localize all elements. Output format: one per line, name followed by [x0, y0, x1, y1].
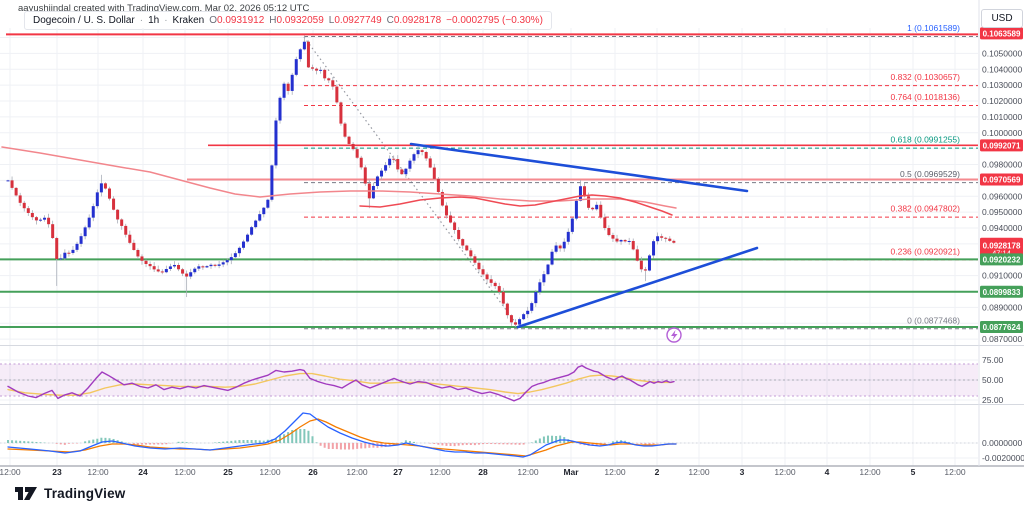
fib-label: 0.618 (0.0991255)	[891, 135, 961, 145]
currency-toggle[interactable]: USD	[981, 9, 1023, 28]
fib-label: 0.5 (0.0969529)	[900, 169, 960, 179]
time-tick-label: 12:00	[87, 467, 109, 477]
fib-label: 1 (0.1061589)	[907, 23, 960, 33]
time-tick-label: 12:00	[517, 467, 539, 477]
time-tick-label: 12:00	[0, 467, 21, 477]
time-tick-label: 23	[52, 467, 62, 477]
ohlc-open: O0.0931912	[209, 15, 265, 26]
time-tick-label: 3	[740, 467, 745, 477]
rsi-tick-label: 25.00	[982, 395, 1004, 405]
price-tick-label: 0.0950000	[982, 207, 1022, 217]
svg-text:0.0920232: 0.0920232	[983, 255, 1021, 264]
ohlc-close: C0.0928178	[386, 15, 442, 26]
time-tick-label: 28	[478, 467, 488, 477]
time-axis[interactable]: 12:00 23 12:00 24 12:00 25 12:00 26 12:00 27 12:00…	[0, 467, 966, 477]
price-tick-label: 0.1010000	[982, 112, 1022, 122]
time-tick-label: 12:00	[688, 467, 710, 477]
time-tick-label: 12:00	[429, 467, 451, 477]
price-change: −0.0002795 (−0.30%)	[446, 15, 543, 26]
price-tick-label: 0.1030000	[982, 80, 1022, 90]
tradingview-logo-text: TradingView	[44, 486, 126, 501]
price-tick-label: 0.0960000	[982, 191, 1022, 201]
price-tick-label: 0.1040000	[982, 64, 1022, 74]
symbol-legend[interactable]: Dogecoin / U. S. Dollar · 1h · Kraken O0…	[24, 11, 552, 30]
macd-pane	[0, 412, 978, 458]
time-tick-label: 12:00	[346, 467, 368, 477]
svg-text:47:14: 47:14	[992, 248, 1011, 257]
candles	[6, 35, 676, 328]
price-tick-label: 0.0870000	[982, 334, 1022, 344]
time-tick-label: 12:00	[259, 467, 281, 477]
time-tick-label: 12:00	[604, 467, 626, 477]
tradingview-logo[interactable]: TradingView	[14, 486, 125, 501]
time-tick-label: 26	[308, 467, 318, 477]
time-tick-label: 12:00	[944, 467, 966, 477]
time-tick-label: 4	[825, 467, 830, 477]
watermark-text: aayushjindal created with TradingView.co…	[18, 3, 310, 14]
price-tick-label: 0.1050000	[982, 48, 1022, 58]
rsi-pane	[0, 363, 978, 402]
fib-label: 0.832 (0.1030657)	[891, 72, 961, 82]
fib-label: 0.764 (0.1018136)	[891, 92, 961, 102]
trendlines[interactable]	[409, 142, 759, 329]
legend-separator: ·	[139, 15, 144, 26]
horizontal-lines[interactable]	[0, 33, 978, 329]
rsi-tick-label: 75.00	[982, 355, 1004, 365]
flash-icon[interactable]	[666, 327, 682, 343]
time-tick-label: 2	[655, 467, 660, 477]
rsi-tick-label: 50.00	[982, 375, 1004, 385]
price-tag: 0.0877624	[980, 321, 1023, 334]
time-tick-label: 12:00	[774, 467, 796, 477]
svg-text:0.0970569: 0.0970569	[983, 175, 1021, 184]
legend-separator: ·	[164, 15, 168, 26]
fib-label: 0 (0.0877468)	[907, 315, 960, 325]
time-tick-label: 27	[393, 467, 403, 477]
svg-text:0.0928178: 0.0928178	[983, 241, 1021, 250]
price-tick-label: 0.0890000	[982, 302, 1022, 312]
svg-text:0.1063589: 0.1063589	[983, 29, 1021, 38]
price-tag: 0.0970569	[980, 173, 1023, 186]
dotted-connector[interactable]	[303, 36, 519, 327]
ohlc-low: L0.0927749	[328, 15, 382, 26]
svg-text:0.0877624: 0.0877624	[983, 323, 1021, 332]
svg-text:0.0899833: 0.0899833	[983, 288, 1021, 297]
symbol-title: Dogecoin / U. S. Dollar	[33, 15, 135, 26]
moving-averages	[1, 146, 677, 216]
time-tick-label: 12:00	[174, 467, 196, 477]
price-tick-label: 0.0980000	[982, 160, 1022, 170]
price-tick-label: 0.1000000	[982, 128, 1022, 138]
price-tag: 0.0920232	[980, 253, 1023, 266]
time-tick-label: 25	[223, 467, 233, 477]
price-axis[interactable]: 0.1050000 0.1040000 0.1030000 0.1020000 0.10…	[982, 48, 1024, 463]
time-tick-label: 5	[911, 467, 916, 477]
price-tag: 0.0899833	[980, 285, 1023, 298]
fib-label: 0.236 (0.0920921)	[891, 246, 961, 256]
time-tick-label: Mar	[563, 467, 579, 477]
time-tick-label: 24	[138, 467, 148, 477]
svg-text:0.0992071: 0.0992071	[983, 141, 1021, 150]
fib-label: 0.382 (0.0947802)	[891, 204, 961, 214]
ohlc-high: H0.0932059	[269, 15, 324, 26]
time-tick-label: 12:00	[859, 467, 881, 477]
price-tick-label: 0.0910000	[982, 271, 1022, 281]
macd-tick-label: 0.0000000	[982, 438, 1022, 448]
macd-tick-label: -0.0020000	[982, 453, 1024, 463]
exchange-label: Kraken	[172, 15, 205, 26]
price-tick-label: 0.1020000	[982, 96, 1022, 106]
price-tag: 0.0992071	[980, 139, 1023, 152]
tradingview-logo-icon	[15, 487, 37, 500]
price-tick-label: 0.0940000	[982, 223, 1022, 233]
pane-separators	[0, 0, 1024, 467]
grid	[0, 28, 978, 466]
interval-label: 1h	[148, 15, 160, 26]
price-tag: 0.1063589	[980, 27, 1023, 40]
